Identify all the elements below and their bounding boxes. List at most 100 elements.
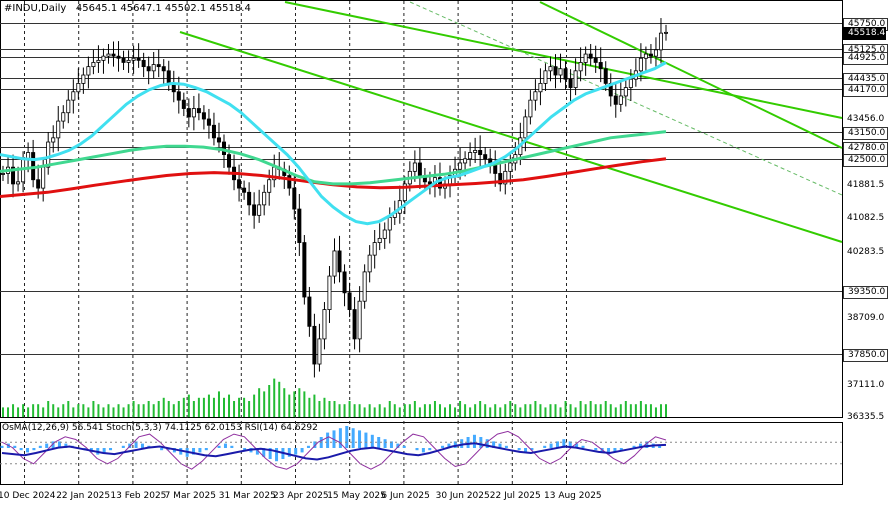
time-tick-label: 31 Mar 2025 <box>218 491 276 501</box>
candle-body <box>473 150 478 153</box>
volume-bar <box>333 401 336 417</box>
osma-bar <box>613 448 617 453</box>
candle-body <box>312 325 317 365</box>
candle-body <box>176 91 181 101</box>
volume-bar <box>228 394 231 417</box>
osma-bar <box>441 445 445 448</box>
volume-bar <box>17 407 20 417</box>
osma-bar <box>562 439 566 448</box>
volume-bar <box>268 385 271 417</box>
volume-bar <box>418 407 421 417</box>
osma-bar <box>102 448 106 453</box>
candle-body <box>382 229 387 239</box>
volume-bar <box>328 401 331 417</box>
price-pane-frame <box>0 0 843 418</box>
symbol-label: #INDU,Daily <box>4 3 67 14</box>
osma-bar <box>57 441 61 448</box>
osma-bar <box>64 443 68 448</box>
candle-body <box>568 78 573 88</box>
volume-bar <box>398 407 401 417</box>
volume-bar <box>202 397 205 417</box>
volume-bar <box>27 407 30 417</box>
candle-body <box>548 66 553 72</box>
candle-body <box>658 32 663 51</box>
candle-body <box>191 108 196 118</box>
volume-bar <box>187 394 190 417</box>
candle-body <box>136 57 141 61</box>
osma-bar <box>389 441 393 448</box>
volume-bar <box>313 394 316 417</box>
volume-bar <box>288 394 291 417</box>
osma-bar <box>358 430 362 448</box>
candle-body <box>322 309 327 340</box>
time-tick-label: 23 Apr 2025 <box>273 491 329 501</box>
candle-body <box>598 62 603 70</box>
volume-bar <box>504 404 507 417</box>
volume-bar <box>659 404 662 417</box>
candle-body <box>578 62 583 72</box>
channel-line <box>179 31 843 243</box>
time-tick-label: 7 Mar 2025 <box>164 491 216 501</box>
volume-bar <box>413 401 416 417</box>
price-tick-label: 40283.5 <box>847 246 885 257</box>
osma-bar <box>638 443 642 448</box>
price-tick-label: 37850.0 <box>843 348 889 362</box>
candle-body <box>247 191 252 206</box>
candle-body <box>573 70 578 88</box>
volume-bar <box>634 404 637 417</box>
volume-bar <box>32 404 35 417</box>
volume-bar <box>303 391 306 417</box>
osma-bar <box>377 437 381 448</box>
osma-bar <box>504 445 508 448</box>
volume-bar <box>459 401 462 417</box>
volume-bar <box>393 404 396 417</box>
volume-bar <box>654 407 657 417</box>
volume-bar <box>574 407 577 417</box>
osma-bar <box>51 441 55 448</box>
volume-bar <box>353 404 356 417</box>
candle-body <box>76 82 81 93</box>
osma-bar <box>498 443 502 448</box>
osma-bar <box>658 445 662 448</box>
candle-body <box>538 82 543 93</box>
volume-bar <box>2 407 4 417</box>
osma-bar <box>396 443 400 448</box>
volume-bar <box>378 404 381 417</box>
osma-bar <box>364 432 368 448</box>
volume-bar <box>438 404 441 417</box>
candle-body <box>437 177 442 189</box>
candle-body <box>262 191 267 206</box>
volume-bar <box>293 391 296 417</box>
volume-bar <box>182 397 185 417</box>
osma-bar <box>140 443 144 448</box>
osma-bar <box>109 448 113 451</box>
candle-body <box>146 66 151 72</box>
osma-bar <box>217 445 221 448</box>
osma-bar <box>575 443 579 448</box>
osma-bar <box>485 439 489 448</box>
volume-bar <box>449 404 452 417</box>
osma-bar <box>619 448 623 451</box>
volume-bar <box>584 404 587 417</box>
volume-bar <box>454 407 457 417</box>
osma-bar <box>645 441 649 448</box>
candle-body <box>86 66 91 76</box>
osma-bar <box>326 432 330 448</box>
candle-body <box>161 66 166 72</box>
volume-bar <box>388 401 391 417</box>
osma-bar <box>275 448 279 462</box>
volume-bar <box>639 401 642 417</box>
osma-bar <box>530 448 534 451</box>
candle-body <box>252 204 257 216</box>
volume-bar <box>499 407 502 417</box>
price-tick-label: 36335.5 <box>847 411 885 422</box>
volume-bar <box>509 401 512 417</box>
volume-bar <box>529 404 532 417</box>
osma-bar <box>607 448 611 455</box>
volume-bar <box>253 394 256 417</box>
candle-body <box>523 116 528 139</box>
osma-bar <box>306 445 310 448</box>
time-tick-label: 30 Jun 2025 <box>435 491 490 501</box>
candle-body <box>603 68 608 84</box>
